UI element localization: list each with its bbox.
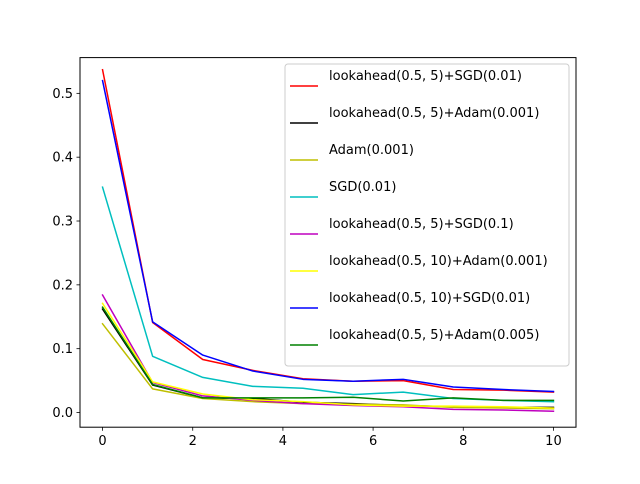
legend-label-2: Adam(0.001) [329,143,414,158]
legend-label-7: lookahead(0.5, 5)+Adam(0.005) [329,328,539,343]
y-tick-label: 0.4 [52,151,73,166]
x-tick-label: 10 [545,434,562,449]
legend-label-0: lookahead(0.5, 5)+SGD(0.01) [329,69,522,84]
series-layer [101,68,555,413]
legend-frame [284,63,570,367]
legend-label-4: lookahead(0.5, 5)+SGD(0.1) [329,217,514,232]
legend: lookahead(0.5, 5)+SGD(0.01) lookahead(0.5… [284,63,570,367]
y-tick-label: 0.5 [52,87,73,102]
y-tick-label: 0.1 [52,342,73,357]
legend-label-3: SGD(0.01) [329,180,396,195]
series-line-5 [101,302,555,409]
legend-label-6: lookahead(0.5, 10)+SGD(0.01) [329,291,530,306]
x-tick-label: 2 [189,434,197,449]
series-line-6 [101,79,555,393]
x-tick-label: 4 [279,434,287,449]
series-line-7 [101,306,555,402]
plot-area-frame [79,57,577,428]
y-axis: 0.0 0.1 0.2 0.3 0.4 0.5 [52,87,80,421]
series-line-4 [101,294,555,413]
x-tick-label: 0 [98,434,106,449]
y-tick-label: 0.0 [52,406,73,421]
y-tick-label: 0.2 [52,278,73,293]
y-tick-label: 0.3 [52,215,73,230]
x-axis: 0 2 4 6 8 10 [98,427,562,449]
legend-label-1: lookahead(0.5, 5)+Adam(0.001) [329,106,539,121]
x-tick-label: 8 [459,434,467,449]
legend-label-5: lookahead(0.5, 10)+Adam(0.001) [329,254,548,269]
x-tick-label: 6 [369,434,377,449]
